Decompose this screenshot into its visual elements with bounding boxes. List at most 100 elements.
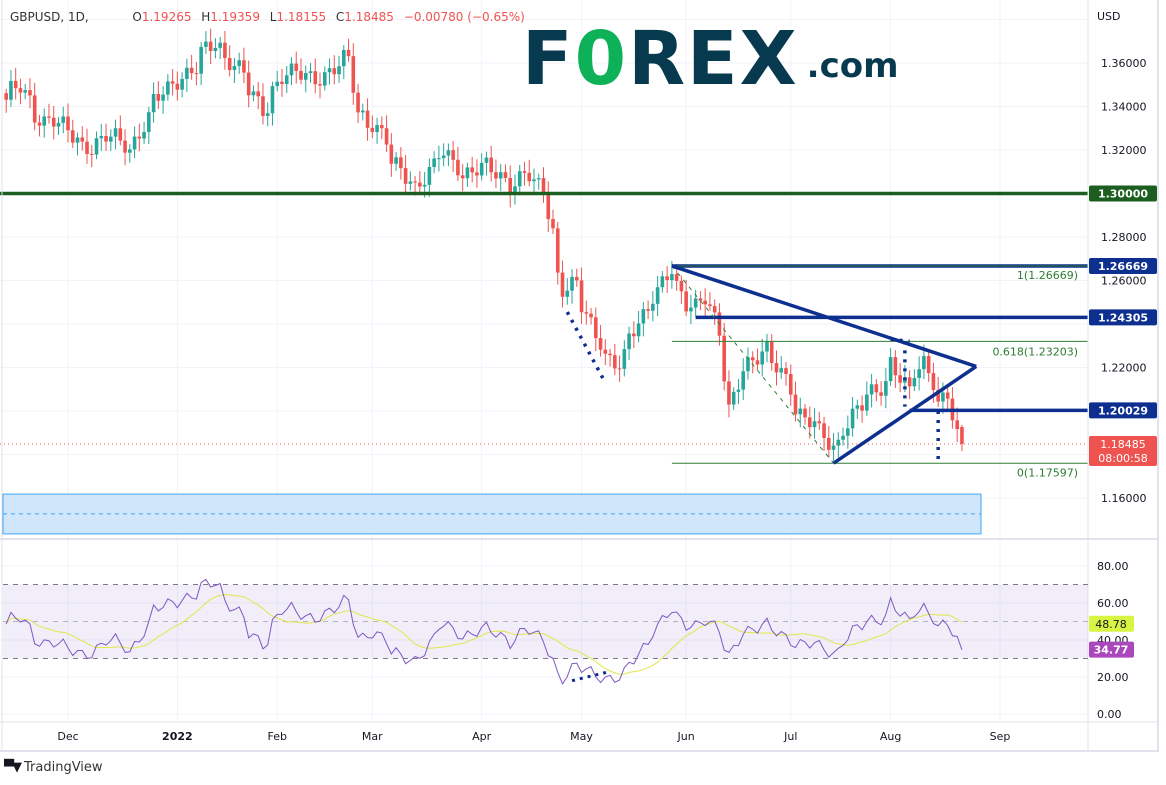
candle (926, 350, 931, 382)
triangle-lower-line[interactable] (832, 364, 978, 465)
candle (337, 55, 341, 83)
candle (498, 164, 503, 192)
candle-body (475, 172, 479, 176)
candle-body (622, 349, 627, 369)
candle-body (636, 323, 641, 337)
candle (70, 119, 75, 148)
candle (318, 72, 322, 99)
candle-body (456, 159, 460, 176)
candle-body (798, 408, 803, 415)
rsi-dotted-line[interactable] (571, 669, 611, 683)
candle (128, 144, 132, 163)
candle-body (484, 157, 489, 163)
time-tick-label: Sep (990, 730, 1011, 743)
candle (389, 133, 394, 177)
bar-countdown: 08:00:58 (1098, 452, 1147, 465)
candle (527, 159, 532, 187)
candle (551, 209, 555, 235)
candle (798, 397, 803, 428)
candle-body (451, 150, 455, 160)
candle (142, 121, 146, 144)
candle-body (351, 56, 356, 93)
candle-body (142, 131, 146, 139)
candle-body (61, 116, 66, 123)
candle-body (75, 137, 80, 143)
candle (118, 115, 123, 146)
dotted-line[interactable] (890, 337, 910, 344)
candle (370, 115, 375, 139)
candle-body (584, 312, 589, 314)
candle (484, 151, 489, 176)
candle-body (603, 349, 608, 354)
candle (598, 324, 603, 357)
candle (917, 356, 921, 391)
candle (513, 174, 517, 205)
candle-body (108, 136, 113, 142)
candle-body (113, 128, 118, 137)
tradingview-branding[interactable]: ▀▼ TradingView (4, 760, 103, 775)
candle (61, 106, 66, 134)
candle (104, 123, 108, 152)
candle-body (270, 86, 275, 114)
candle-body (646, 309, 650, 311)
candle-body (28, 90, 32, 96)
candle-body (698, 298, 703, 301)
candle (327, 58, 332, 85)
candle (251, 85, 256, 102)
candle (51, 106, 56, 140)
candle-body (517, 171, 522, 187)
candle-body (199, 46, 203, 74)
candle (13, 67, 18, 100)
candle-body (346, 49, 351, 57)
fib-level-label: 1(1.26669) (1017, 269, 1078, 282)
candle-body (574, 276, 579, 281)
candle-body (565, 290, 570, 297)
candle (712, 299, 717, 325)
candle (741, 358, 746, 400)
candle (803, 404, 807, 425)
candle (223, 30, 227, 70)
candle (869, 373, 874, 408)
candle-body (23, 90, 28, 93)
candle-body (175, 83, 180, 90)
candle-body (750, 357, 755, 361)
candle (912, 369, 917, 392)
candle (589, 307, 593, 325)
candle-body (508, 177, 513, 195)
candle (731, 387, 736, 410)
candle-body (617, 368, 622, 370)
candle (846, 415, 850, 449)
candle (574, 268, 579, 287)
candle (879, 381, 883, 406)
candle-body (156, 93, 161, 101)
candle (408, 171, 413, 191)
candle-body (9, 80, 13, 100)
forex-logo: F 0 REX .com (522, 22, 899, 96)
symbol-label[interactable]: GBPUSD, 1D, (10, 10, 89, 24)
candle (446, 143, 451, 167)
candle (341, 45, 346, 80)
candle-body (560, 272, 565, 297)
candle-body (689, 307, 693, 312)
candle-body (337, 66, 341, 75)
candle-body (727, 381, 731, 405)
candle (679, 275, 684, 304)
candle (47, 103, 51, 124)
close-label: C (335, 10, 345, 24)
candle (746, 347, 750, 380)
candle-body (665, 276, 669, 281)
candle (812, 408, 817, 439)
candle-body (793, 394, 798, 415)
candle (793, 381, 798, 422)
candle-body (118, 128, 123, 141)
candle (180, 72, 184, 98)
high-label: H (201, 10, 211, 24)
candle (784, 361, 788, 386)
candle-body (693, 298, 698, 308)
candle (303, 65, 308, 93)
candle (546, 181, 551, 232)
fib-trend-line[interactable] (671, 265, 834, 464)
triangle-upper-line[interactable] (671, 264, 977, 369)
